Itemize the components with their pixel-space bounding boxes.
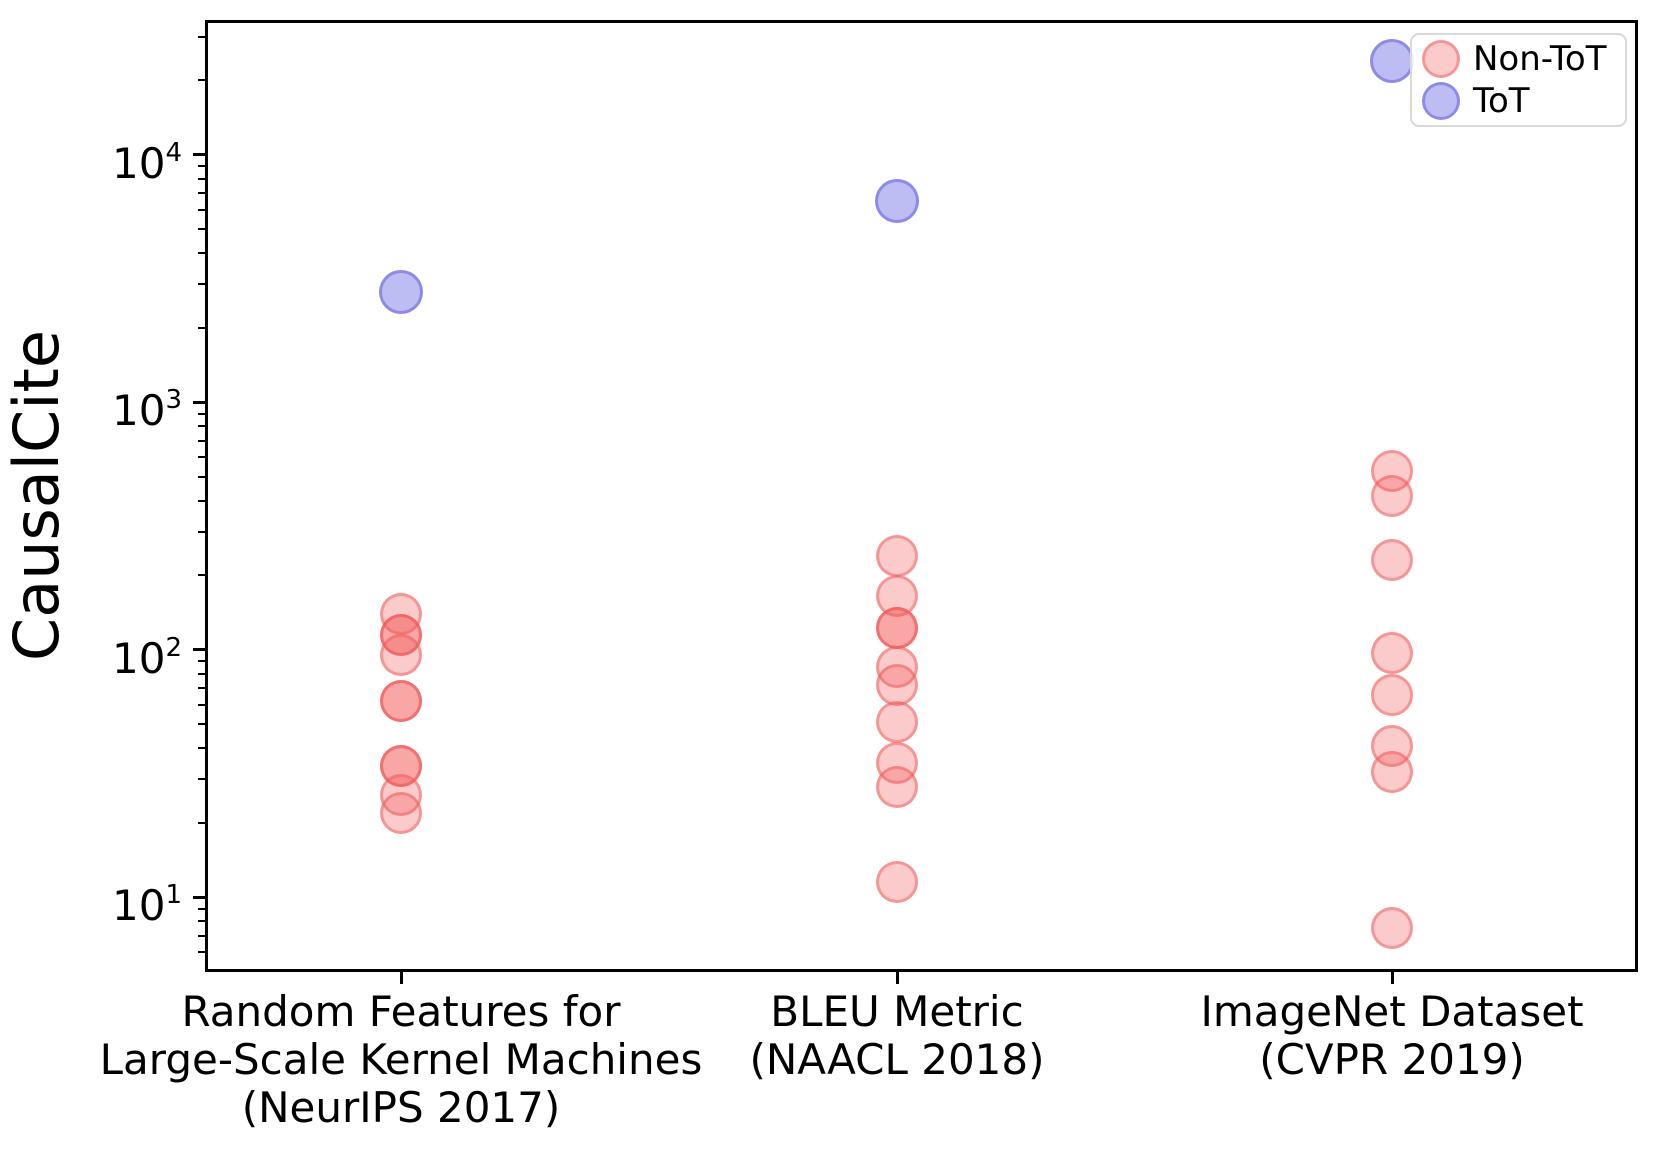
legend: Non-ToT ToT [1410,33,1627,127]
y-minor-tick [198,456,205,459]
data-point-non-tot [876,765,918,808]
y-minor-tick [198,326,205,329]
y-minor-tick [198,252,205,255]
x-tick-label: Random Features for Large-Scale Kernel M… [99,987,703,1132]
data-point-non-tot [876,664,918,707]
tot-marker-icon [1422,82,1460,120]
y-minor-tick [198,35,205,38]
y-tick-label-exponent: 1 [165,880,182,911]
y-minor-tick [198,672,205,675]
legend-entry-tot: ToT [1422,82,1615,120]
y-minor-tick [198,951,205,954]
data-point-non-tot [380,634,422,677]
y-minor-tick [198,412,205,415]
y-minor-tick [198,821,205,824]
y-tick-label-base: 10 [112,881,166,931]
data-point-non-tot [1371,632,1413,675]
y-minor-tick [198,574,205,577]
data-point-non-tot [380,680,422,723]
y-minor-tick [198,907,205,910]
y-minor-tick [198,192,205,195]
legend-entry-non-tot: Non-ToT [1422,40,1615,78]
y-minor-tick [198,208,205,211]
y-minor-tick [198,79,205,82]
x-tick [1390,972,1394,984]
y-major-tick [193,400,205,404]
y-minor-tick [198,228,205,231]
data-point-tot [875,179,919,224]
y-minor-tick [198,723,205,726]
data-point-non-tot [1371,907,1413,950]
y-tick-label-base: 10 [112,633,166,683]
y-minor-tick [198,934,205,937]
data-point-non-tot [876,701,918,744]
y-minor-tick [198,165,205,168]
data-point-non-tot [380,791,422,834]
y-tick-label-base: 10 [112,386,166,436]
y-tick-label-exponent: 2 [165,632,182,663]
y-minor-tick [198,778,205,781]
y-minor-tick [198,475,205,478]
y-tick-label-exponent: 4 [165,137,182,168]
y-major-tick [193,648,205,652]
legend-label-non-tot: Non-ToT [1473,39,1607,79]
x-tick-label: ImageNet Dataset (CVPR 2019) [1200,987,1584,1084]
x-tick [399,972,403,984]
non-tot-marker-icon [1422,40,1460,78]
data-point-tot [379,269,423,314]
data-point-non-tot [1371,539,1413,582]
plot-area [205,20,1638,972]
data-point-non-tot [876,534,918,577]
x-tick [895,972,899,984]
y-minor-tick [198,425,205,428]
y-tick-label-base: 10 [112,138,166,188]
x-tick-label: BLEU Metric (NAACL 2018) [749,987,1045,1084]
y-tick-label-exponent: 3 [165,385,182,416]
y-minor-tick [198,747,205,750]
y-tick-label: 102 [0,624,182,683]
data-point-tot [1370,38,1414,83]
data-point-non-tot [876,861,918,904]
y-major-tick [193,153,205,157]
legend-label-tot: ToT [1473,81,1530,121]
y-minor-tick [198,660,205,663]
y-major-tick [193,895,205,899]
y-minor-tick [198,703,205,706]
data-point-non-tot [1371,673,1413,716]
y-minor-tick [198,177,205,180]
y-minor-tick [198,439,205,442]
data-point-non-tot [1371,751,1413,794]
y-minor-tick [198,283,205,286]
y-minor-tick [198,499,205,502]
y-minor-tick [198,687,205,690]
y-tick-label: 101 [0,871,182,930]
y-tick-label: 103 [0,376,182,435]
y-tick-label: 104 [0,129,182,188]
y-minor-tick [198,920,205,923]
data-point-non-tot [1371,474,1413,517]
y-minor-tick [198,530,205,533]
